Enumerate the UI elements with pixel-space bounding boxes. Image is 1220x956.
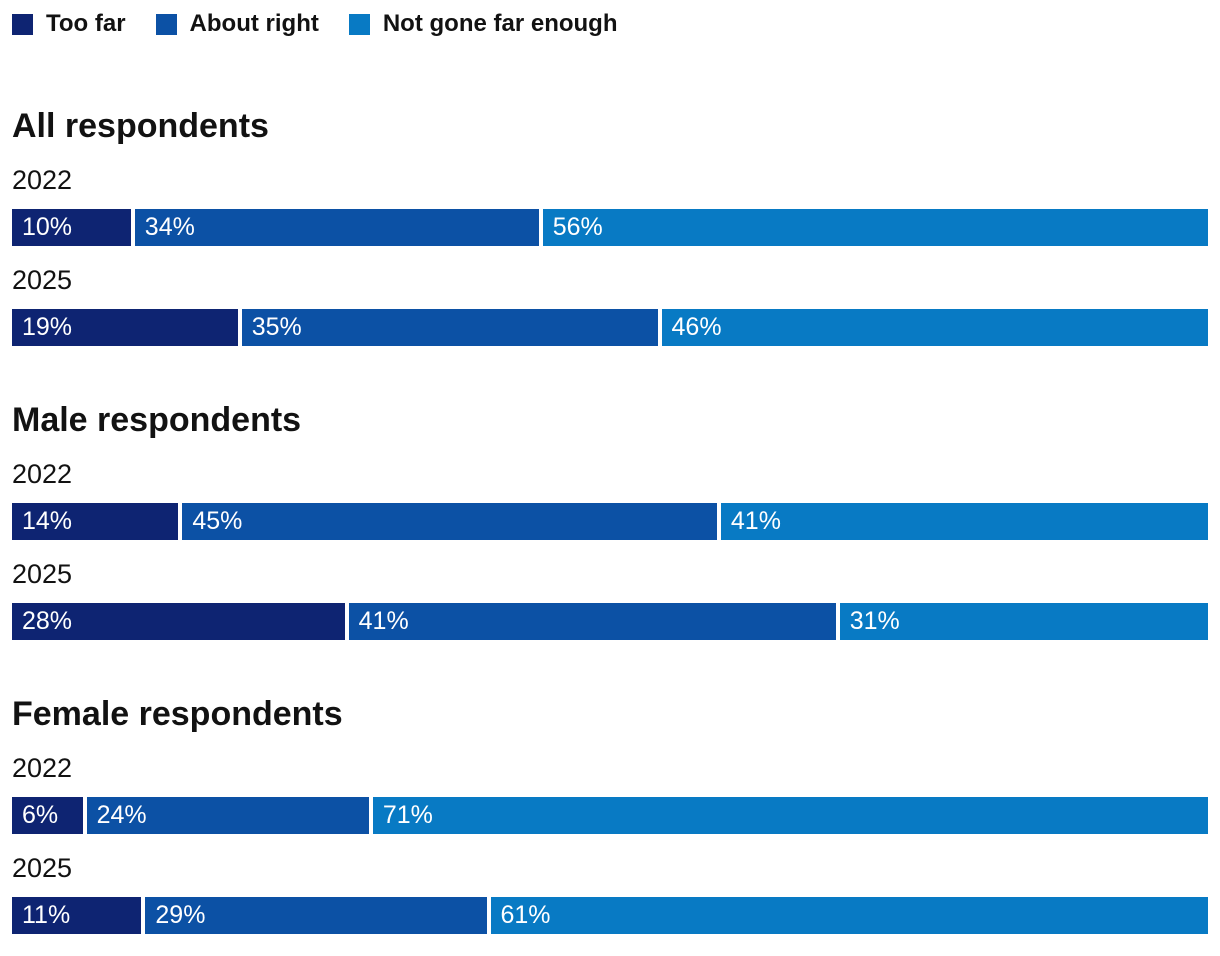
legend-swatch	[348, 13, 370, 35]
bar-segment: 19%	[12, 309, 242, 346]
legend-label: Not gone far enough	[382, 10, 618, 37]
bar-segment-label: 6%	[22, 801, 59, 829]
chart-section: All respondents 2022 10% 34% 56% 2025 19% 35% 46…	[12, 106, 1208, 346]
stacked-bar: 28% 41% 31%	[12, 603, 1208, 640]
bar-segment-label: 10%	[22, 213, 73, 241]
stacked-bar: 10% 34% 56%	[12, 209, 1208, 246]
year-label: 2025	[12, 265, 73, 295]
legend-item: Too far	[12, 12, 126, 36]
legend-item: Not gone far enough	[348, 10, 618, 37]
year-label: 2025	[12, 853, 73, 883]
stacked-bar: 6% 24% 71%	[12, 797, 1208, 834]
bar-segment-label: 19%	[22, 313, 73, 341]
legend-swatch	[155, 13, 177, 35]
bar-segment: 24%	[86, 797, 373, 834]
bar-segment-label: 46%	[671, 313, 722, 341]
bar-segment: 31%	[839, 603, 1208, 640]
bar-segment: 46%	[661, 309, 1208, 346]
section-title: Male respondents	[12, 401, 302, 439]
year-label: 2022	[12, 753, 73, 783]
bar-segment: 61%	[490, 897, 1208, 934]
bar-segment: 6%	[12, 797, 87, 834]
bar-segment-label: 41%	[730, 507, 781, 535]
bar-segment: 10%	[12, 209, 135, 246]
legend: Too far About right Not gone far enough	[12, 12, 1208, 36]
bar-segment-label: 35%	[251, 313, 302, 341]
bar-segment: 29%	[145, 897, 491, 934]
section-title: Female respondents	[12, 695, 343, 733]
bar-segment: 45%	[182, 503, 721, 540]
chart: All respondents 2022 10% 34% 56% 2025 19% 35% 46…	[12, 106, 1208, 934]
bar-segment: 56%	[542, 209, 1208, 246]
year-label: 2022	[12, 165, 73, 195]
bar-segment-label: 28%	[22, 607, 73, 635]
bar-segment-label: 61%	[500, 901, 551, 929]
legend-item: About right	[155, 10, 319, 37]
bar-segment-label: 41%	[358, 607, 409, 635]
bar-segment-label: 29%	[155, 901, 206, 929]
bar-segment: 35%	[241, 309, 662, 346]
section-title: All respondents	[12, 107, 269, 145]
stacked-bar: 11% 29% 61%	[12, 897, 1208, 934]
bar-segment-label: 11%	[22, 901, 71, 929]
year-label: 2025	[12, 559, 73, 589]
legend-label: Too far	[46, 10, 126, 37]
bar-segment: 34%	[134, 209, 543, 246]
bar-segment: 71%	[372, 797, 1208, 834]
bar-segment: 28%	[12, 603, 349, 640]
legend-swatch	[12, 13, 33, 35]
bar-segment-label: 14%	[22, 507, 73, 535]
bar-segment: 41%	[348, 603, 840, 640]
bar-segment-label: 56%	[552, 213, 603, 241]
stacked-bar: 19% 35% 46%	[12, 309, 1208, 346]
bar-segment-label: 71%	[382, 801, 433, 829]
bar-segment-label: 45%	[192, 507, 243, 535]
stacked-bar: 14% 45% 41%	[12, 503, 1208, 540]
chart-section: Male respondents 2022 14% 45% 41% 2025 28% 41% 3…	[12, 400, 1208, 640]
bar-segment: 41%	[720, 503, 1208, 540]
bar-segment-label: 24%	[96, 801, 147, 829]
bar-segment-label: 34%	[144, 213, 195, 241]
year-label: 2022	[12, 459, 73, 489]
bar-segment: 11%	[12, 897, 146, 934]
bar-segment: 14%	[12, 503, 183, 540]
legend-label: About right	[189, 10, 319, 37]
chart-section: Female respondents 2022 6% 24% 71% 2025 11% 29%…	[12, 694, 1208, 934]
bar-segment-label: 31%	[849, 607, 900, 635]
